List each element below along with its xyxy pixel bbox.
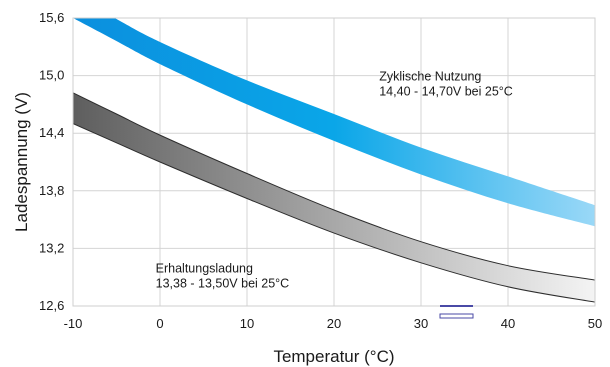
bands xyxy=(73,18,595,303)
annotation-title: Erhaltungsladung xyxy=(156,261,253,275)
y-tick-label: 12,6 xyxy=(39,298,64,313)
x-tick-label: 50 xyxy=(588,316,602,331)
y-tick-label: 15,0 xyxy=(39,68,64,83)
band-lower-edge xyxy=(73,123,595,303)
x-tick-label: 20 xyxy=(327,316,341,331)
plot-frame xyxy=(72,17,596,307)
x-tick-label: 40 xyxy=(501,316,515,331)
band-area xyxy=(73,92,595,303)
annotation-value: 13,38 - 13,50V bei 25°C xyxy=(156,276,290,290)
annotation-title: Zyklische Nutzung xyxy=(379,69,481,83)
y-tick-label: 14,4 xyxy=(39,125,64,140)
scroll-marker-bottom xyxy=(439,313,474,319)
y-axis-label: Ladespannung (V) xyxy=(12,92,31,232)
scroll-marker[interactable] xyxy=(439,305,474,319)
x-axis-label: Temperatur (°C) xyxy=(273,347,394,366)
x-tick-label: 0 xyxy=(156,316,163,331)
x-tick-label: 10 xyxy=(240,316,254,331)
y-tick-label: 15,6 xyxy=(39,10,64,25)
scroll-marker-top xyxy=(440,305,473,307)
tick-labels: -10 0 10 20 30 40 50 12,6 13,2 13,8 14,4 15,0 15,6 xyxy=(39,10,602,331)
band-upper-edge xyxy=(73,92,595,281)
annotation-value: 14,40 - 14,70V bei 25°C xyxy=(379,84,513,98)
gridlines xyxy=(72,17,596,307)
x-tick-label: 30 xyxy=(414,316,428,331)
band-area xyxy=(73,18,595,227)
y-tick-label: 13,2 xyxy=(39,240,64,255)
x-tick-label: -10 xyxy=(64,316,83,331)
y-tick-label: 13,8 xyxy=(39,183,64,198)
